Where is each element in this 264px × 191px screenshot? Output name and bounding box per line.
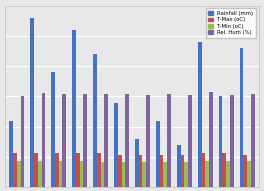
Bar <box>13 153 17 187</box>
Bar <box>17 161 21 187</box>
Bar <box>226 161 230 187</box>
Bar <box>83 94 87 187</box>
Bar <box>251 94 255 187</box>
Bar <box>55 153 59 187</box>
Bar <box>198 42 201 187</box>
Bar <box>135 139 139 187</box>
Bar <box>184 162 188 187</box>
Bar <box>63 94 66 187</box>
Bar <box>139 155 143 187</box>
Bar <box>247 161 251 187</box>
Bar <box>181 155 184 187</box>
Bar <box>59 161 63 187</box>
Bar <box>201 153 205 187</box>
Bar <box>21 96 24 187</box>
Bar <box>93 54 97 187</box>
Bar <box>41 93 45 187</box>
Bar <box>230 95 234 187</box>
Bar <box>80 161 83 187</box>
Bar <box>146 95 150 187</box>
Bar <box>51 72 55 187</box>
Bar <box>156 121 160 187</box>
Bar <box>177 145 181 187</box>
Bar <box>118 155 121 187</box>
Bar <box>104 94 108 187</box>
Bar <box>38 161 41 187</box>
Bar <box>76 153 80 187</box>
Bar <box>163 162 167 187</box>
Bar <box>101 162 104 187</box>
Bar <box>223 153 226 187</box>
Bar <box>34 153 38 187</box>
Bar <box>97 153 101 187</box>
Bar <box>243 155 247 187</box>
Bar <box>9 121 13 187</box>
Bar <box>167 94 171 187</box>
Bar <box>160 155 163 187</box>
Bar <box>143 162 146 187</box>
Bar <box>188 95 192 187</box>
Bar <box>240 48 243 187</box>
Legend: Rainfall (mm), T-Max (oC), T-Min (oC), Rel. Hum (%): Rainfall (mm), T-Max (oC), T-Min (oC), R… <box>206 8 256 38</box>
Bar <box>205 161 209 187</box>
Bar <box>219 96 223 187</box>
Bar <box>30 18 34 187</box>
Bar <box>121 162 125 187</box>
Bar <box>209 92 213 187</box>
Bar <box>114 103 118 187</box>
Bar <box>125 94 129 187</box>
Bar <box>72 30 76 187</box>
